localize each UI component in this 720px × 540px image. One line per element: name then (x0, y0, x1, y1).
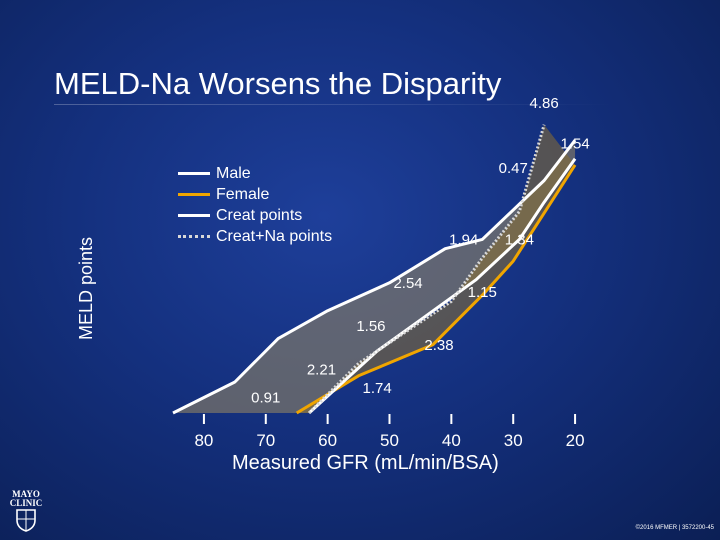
shield-icon (16, 509, 36, 532)
data-label-6: 1.15 (468, 284, 497, 301)
x-tick-label-70: 70 (256, 431, 275, 450)
series-line-female (295, 164, 577, 415)
data-label-2: 1.74 (363, 380, 392, 397)
legend-swatch-creat-na (178, 235, 210, 238)
legend-item-creat-na: Creat+Na points (178, 226, 332, 247)
legend-swatch-creat (178, 214, 210, 217)
legend-item-creat: Creat points (178, 205, 332, 226)
legend-swatch-male (178, 172, 210, 175)
data-label-5: 2.54 (393, 275, 422, 292)
x-tick-label-80: 80 (194, 431, 213, 450)
legend-label-creat: Creat points (216, 206, 303, 224)
data-label-10: 4.86 (530, 95, 559, 112)
legend-label-male: Male (216, 164, 251, 182)
legend-item-male: Male (178, 163, 332, 184)
copyright-notice: ©2016 MFMER | 3572200-45 (635, 525, 714, 531)
x-axis-title: Measured GFR (mL/min/BSA) (232, 452, 499, 474)
legend-swatch-female (178, 193, 210, 196)
series-line-male (172, 139, 577, 415)
data-label-11: 1.54 (560, 135, 589, 152)
mayo-clinic-logo: MAYO CLINIC (6, 490, 46, 534)
data-label-8: 1.34 (505, 231, 534, 248)
chart-legend: Male Female Creat points Creat+Na points (178, 163, 332, 247)
x-tick-label-20: 20 (566, 431, 585, 450)
data-label-1: 2.21 (307, 362, 336, 379)
slide-title: MELD-Na Worsens the Disparity (54, 66, 502, 101)
series-line-creat-na-points (308, 124, 546, 415)
title-divider (54, 104, 614, 105)
x-tick-label-60: 60 (318, 431, 337, 450)
legend-label-creat-na: Creat+Na points (216, 227, 333, 245)
data-label-4: 2.38 (424, 337, 453, 354)
data-label-9: 0.47 (499, 160, 528, 177)
x-tick-label-30: 30 (504, 431, 523, 450)
x-tick-label-40: 40 (442, 431, 461, 450)
x-tick-label-50: 50 (380, 431, 399, 450)
legend-item-female: Female (178, 184, 332, 205)
legend-label-female: Female (216, 185, 270, 203)
data-label-3: 1.56 (356, 318, 385, 335)
data-label-0: 0.91 (251, 390, 280, 407)
data-label-7: 1.94 (449, 231, 478, 248)
gap-fill-1 (296, 124, 576, 413)
